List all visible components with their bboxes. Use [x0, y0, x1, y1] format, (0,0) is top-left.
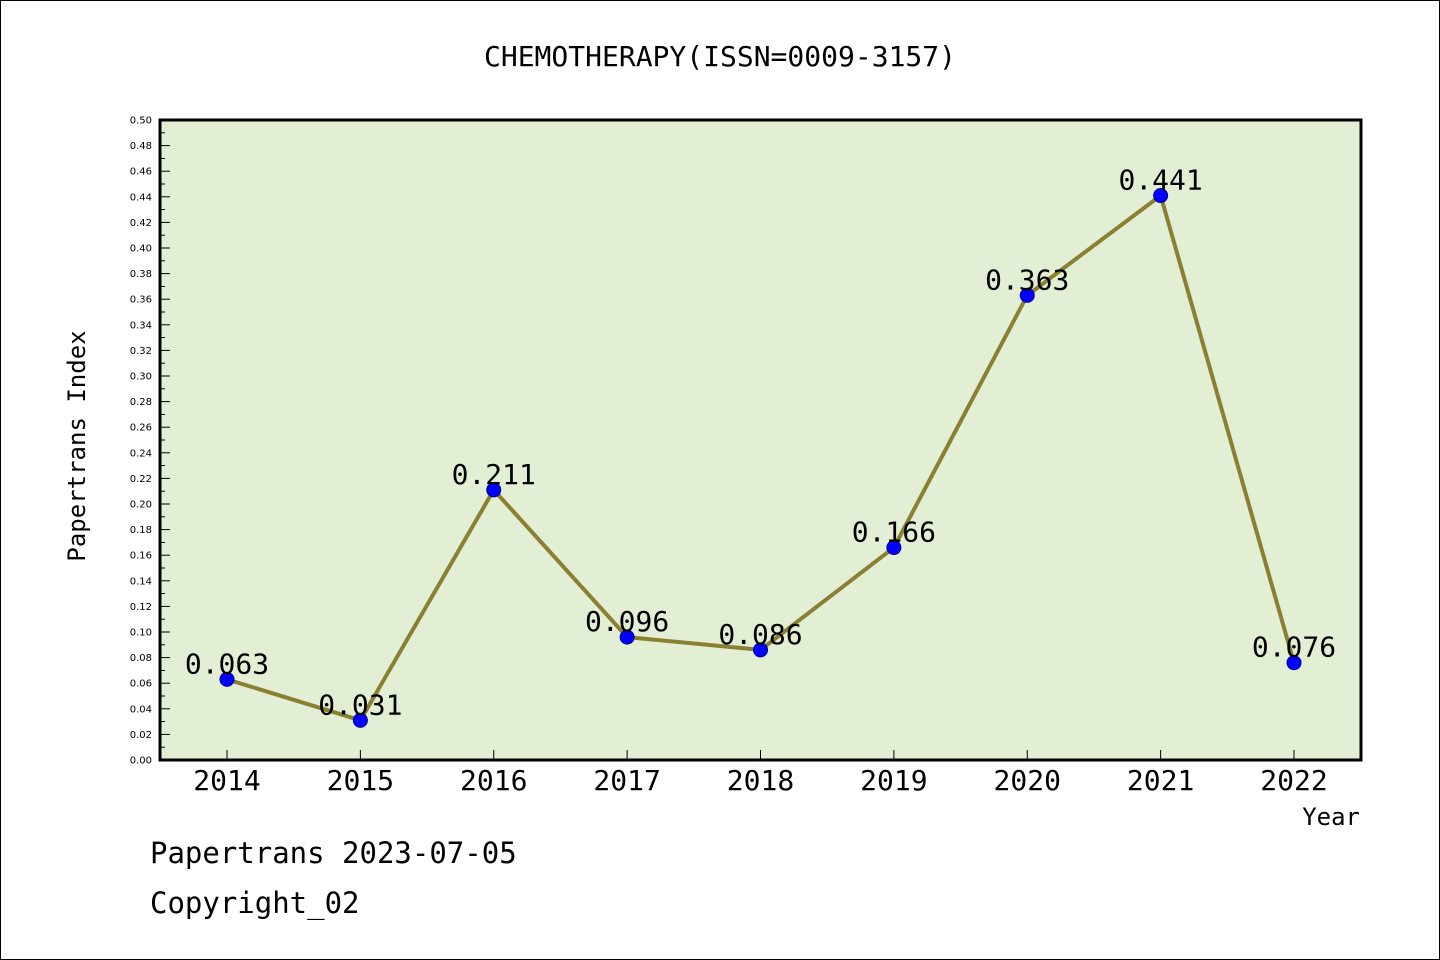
y-tick-label: 0.34 [130, 320, 152, 331]
x-axis-ticks: 2014 2015 2016 2017 2018 2019 2020 2021 2022 [193, 750, 1328, 797]
copyright-text: Copyright_02 [150, 886, 360, 920]
y-tick-label: 0.18 [130, 525, 152, 536]
x-tick-label: 2022 [1260, 764, 1327, 797]
x-tick-label: 2016 [460, 764, 527, 797]
y-tick-label: 0.26 [130, 423, 152, 434]
data-point [1286, 655, 1302, 671]
data-point [1019, 287, 1035, 303]
data-point [486, 482, 502, 498]
data-label: 0.363 [985, 263, 1069, 296]
y-tick-label: 0.48 [130, 141, 152, 152]
data-labels: 0.063 0.031 0.211 0.096 0.086 0.166 0.363 0.441… [185, 164, 1336, 722]
data-label: 0.031 [318, 688, 402, 721]
data-label: 0.096 [585, 605, 669, 638]
data-point [219, 671, 235, 687]
data-point [352, 712, 368, 728]
data-point [753, 642, 768, 658]
y-tick-label: 0.24 [130, 448, 152, 459]
y-tick-label: 0.28 [130, 397, 152, 408]
data-series [219, 188, 1302, 728]
chart-title: CHEMOTHERAPY(ISSN=0009-3157) [484, 40, 956, 73]
y-tick-label: 0.40 [130, 244, 152, 255]
y-tick-label: 0.22 [130, 474, 152, 485]
data-label: 0.076 [1252, 631, 1336, 664]
y-tick-label: 0.42 [130, 218, 152, 229]
y-tick-label: 0.38 [130, 269, 152, 280]
x-tick-label: 2015 [327, 764, 394, 797]
y-tick-label: 0.02 [130, 730, 152, 741]
x-tick-label: 2017 [593, 764, 660, 797]
x-tick-label: 2014 [193, 764, 260, 797]
x-tick-label: 2019 [860, 764, 927, 797]
x-tick-label: 2021 [1127, 764, 1194, 797]
y-axis-label: Papertrans Index [63, 330, 91, 561]
y-tick-label: 0.44 [130, 192, 152, 203]
y-tick-label: 0.00 [130, 756, 152, 767]
y-tick-label: 0.32 [130, 346, 152, 357]
y-tick-label: 0.46 [130, 167, 152, 178]
y-tick-label: 0.12 [130, 602, 152, 613]
x-axis-label: Year [1302, 803, 1360, 831]
y-tick-label: 0.16 [130, 551, 152, 562]
x-tick-label: 2020 [994, 764, 1061, 797]
data-label: 0.166 [852, 516, 936, 549]
data-label: 0.086 [718, 618, 802, 651]
y-tick-label: 0.04 [130, 704, 152, 715]
data-point [886, 540, 902, 556]
y-tick-label: 0.36 [130, 295, 152, 306]
y-tick-label: 0.20 [130, 500, 152, 511]
source-date-text: Papertrans 2023-07-05 [150, 836, 517, 870]
plot-area [158, 118, 1363, 762]
data-label: 0.441 [1118, 164, 1202, 197]
data-label: 0.211 [452, 458, 536, 491]
y-axis-ticks: 0.00 0.02 0.04 0.06 0.08 0.10 0.12 0.14 0.16 0.18… [130, 116, 170, 767]
y-tick-label: 0.14 [130, 576, 152, 587]
y-tick-label: 0.06 [130, 679, 152, 690]
data-point [1153, 188, 1169, 204]
x-tick-label: 2018 [727, 764, 794, 797]
y-tick-label: 0.50 [130, 116, 152, 127]
y-tick-label: 0.30 [130, 372, 152, 383]
data-label: 0.063 [185, 647, 269, 680]
y-tick-label: 0.10 [130, 628, 152, 639]
y-tick-label: 0.08 [130, 653, 152, 664]
data-point [619, 629, 635, 645]
